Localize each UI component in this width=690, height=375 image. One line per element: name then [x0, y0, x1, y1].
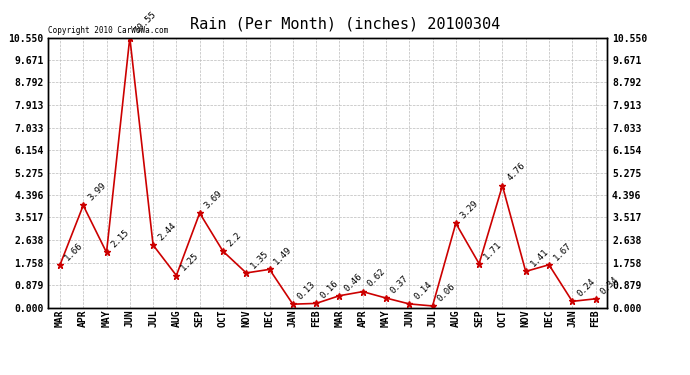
Text: 1.35: 1.35: [249, 249, 270, 270]
Text: 0.13: 0.13: [295, 280, 317, 302]
Text: 1.41: 1.41: [529, 247, 550, 268]
Text: 0.24: 0.24: [575, 277, 597, 298]
Text: 3.69: 3.69: [202, 189, 224, 210]
Text: 0.46: 0.46: [342, 272, 364, 293]
Text: 2.2: 2.2: [226, 231, 244, 248]
Text: 1.49: 1.49: [273, 245, 294, 267]
Text: Copyright 2010 CarWoWa.com: Copyright 2010 CarWoWa.com: [48, 26, 168, 35]
Text: 2.44: 2.44: [156, 221, 177, 242]
Text: 1.67: 1.67: [552, 240, 573, 262]
Text: 0.62: 0.62: [366, 267, 387, 289]
Text: 3.99: 3.99: [86, 181, 108, 203]
Text: 3.29: 3.29: [459, 199, 480, 220]
Text: 4.76: 4.76: [505, 161, 526, 183]
Text: 1.71: 1.71: [482, 239, 504, 261]
Text: 2.15: 2.15: [109, 228, 131, 250]
Text: 0.37: 0.37: [388, 274, 411, 295]
Text: 1.25: 1.25: [179, 251, 201, 273]
Text: Rain (Per Month) (inches) 20100304: Rain (Per Month) (inches) 20100304: [190, 17, 500, 32]
Text: 0.06: 0.06: [435, 282, 457, 303]
Text: 10.55: 10.55: [132, 9, 158, 35]
Text: 0.34: 0.34: [598, 274, 620, 296]
Text: 0.14: 0.14: [412, 280, 433, 301]
Text: 1.66: 1.66: [63, 241, 84, 262]
Text: 0.16: 0.16: [319, 279, 340, 301]
